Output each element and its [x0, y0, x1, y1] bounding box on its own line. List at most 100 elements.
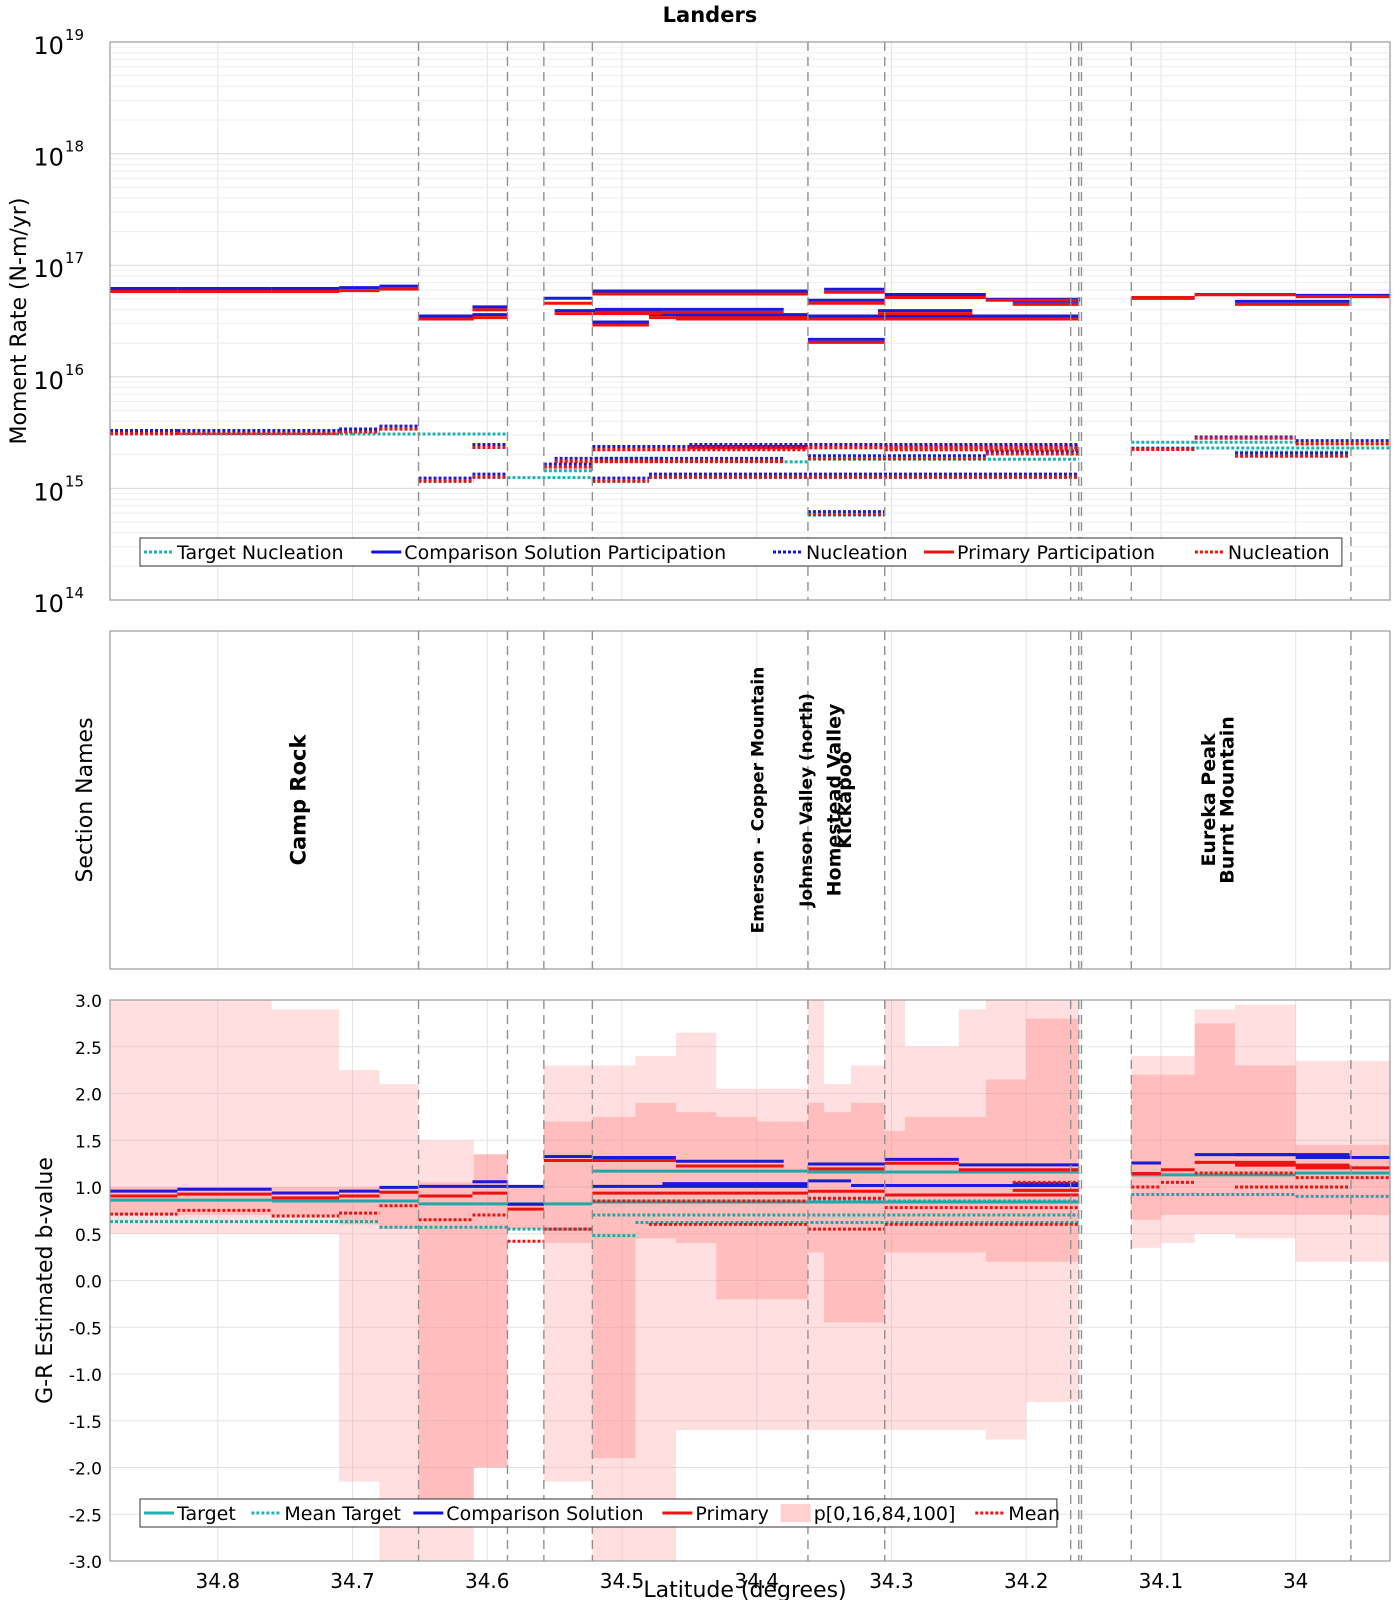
- x-tick-label: 34.1: [1139, 1569, 1184, 1593]
- series-primary-nucleation: [110, 427, 1390, 517]
- band-outer: [379, 1084, 419, 1561]
- band-inner: [339, 1187, 380, 1225]
- band-outer: [756, 1088, 808, 1431]
- x-tick-label: 34.6: [465, 1569, 510, 1593]
- legend-label: Primary: [695, 1503, 768, 1525]
- y-tick-label: 2.0: [75, 1086, 102, 1106]
- x-axis-label: Latitude (degrees): [643, 1578, 846, 1600]
- y-tick-label: 1017: [33, 249, 84, 283]
- band-inner: [1194, 1023, 1236, 1216]
- band-inner: [592, 1116, 636, 1459]
- band-outer: [635, 1056, 676, 1561]
- band-inner: [543, 1121, 593, 1244]
- y-tick-label: 1019: [33, 26, 84, 60]
- band-outer: [904, 1046, 959, 1431]
- panel-moment-rate: 1014 1015 1016 1017 1018 1019 Moment Rate (N-m…: [7, 26, 1391, 618]
- panel-frame: [109, 999, 1391, 1562]
- series-mean-target: [110, 1192, 1390, 1238]
- band-outer: [807, 1000, 825, 1431]
- y-tick-label: -0.5: [69, 1319, 102, 1339]
- band-outer: [958, 1009, 986, 1431]
- legend-label: Mean: [1008, 1503, 1060, 1525]
- y-tick-label: -2.0: [69, 1460, 102, 1480]
- band-outer: [716, 1088, 757, 1431]
- series-mean: [110, 1171, 1390, 1243]
- y-tick-label: -2.5: [69, 1506, 102, 1526]
- section-name: Emerson - Copper Mountain: [748, 667, 768, 934]
- panel-frame: [109, 41, 1391, 601]
- y-tick-label: 1016: [33, 361, 84, 395]
- x-tick-label: 34.4: [734, 1569, 779, 1593]
- band-outer: [592, 1065, 636, 1561]
- band-inner: [1160, 1074, 1195, 1216]
- legend-label: Primary Participation: [957, 542, 1155, 564]
- legend-label: Comparison Solution Participation: [404, 542, 726, 564]
- section-name: Kickapoo: [834, 751, 856, 849]
- panel-frame: [109, 630, 1391, 970]
- legend-label: Mean Target: [284, 1503, 401, 1525]
- legend-label: Nucleation: [806, 542, 908, 564]
- band-outer: [418, 1140, 474, 1561]
- y-tick-label: 0.5: [75, 1226, 102, 1246]
- panel-b-value: 3.0 2.5 2.0 1.5 1.0 0.5 0.0 -0.5 -1.0 -1.5 -2.0 -2.…: [33, 992, 1391, 1593]
- plot-area-moment-rate: [110, 284, 1390, 517]
- band-outer: [1295, 1060, 1390, 1262]
- x-tick-label: 34.2: [1004, 1569, 1049, 1593]
- legend-label: Target: [176, 1503, 236, 1525]
- band-inner: [379, 1187, 419, 1230]
- y-axis-label: Moment Rate (N-m/yr): [7, 198, 32, 445]
- section-name: Johnson Valley (north): [797, 693, 817, 908]
- band-outer: [1194, 1009, 1236, 1234]
- band-inner: [756, 1121, 808, 1300]
- y-tick-label: 3.0: [75, 992, 102, 1012]
- x-tick-label: 34.7: [330, 1569, 375, 1593]
- x-tick-label: 34.5: [600, 1569, 645, 1593]
- band-outer: [543, 1065, 593, 1482]
- section-name: Camp Rock: [286, 734, 310, 866]
- band-inner: [473, 1154, 508, 1468]
- band-outer: [339, 1070, 380, 1482]
- panels: 1014 1015 1016 1017 1018 1019 Moment Rate (N-m…: [7, 26, 1391, 1593]
- legend-label: Nucleation: [1228, 542, 1330, 564]
- section-name: Burnt Mountain: [1217, 716, 1239, 884]
- plot-area-b-value: [110, 1000, 1390, 1561]
- chart-title: Landers: [663, 3, 758, 27]
- x-tick-label: 34.3: [869, 1569, 914, 1593]
- y-tick-label: -3.0: [69, 1553, 102, 1573]
- band-inner: [824, 1112, 852, 1323]
- y-tick-label: 0.0: [75, 1273, 102, 1293]
- y-tick-label: -1.5: [69, 1413, 102, 1433]
- series-primary-participation: [110, 287, 1390, 344]
- band-outer: [675, 1032, 717, 1431]
- band-outer: [851, 1065, 885, 1431]
- series-comparison-solution: [110, 1153, 1390, 1206]
- y-tick-label: 2.5: [75, 1039, 102, 1059]
- y-axis-label: G-R Estimated b-value: [33, 1157, 58, 1404]
- section-name: Eureka Peak: [1198, 733, 1220, 866]
- band-outer: [1160, 1056, 1195, 1244]
- legend-label: Comparison Solution: [446, 1503, 643, 1525]
- band-outer: [1131, 1056, 1161, 1248]
- x-tick-label: 34.8: [196, 1569, 241, 1593]
- legend-swatch: [780, 1504, 811, 1522]
- band-inner: [1235, 1065, 1296, 1216]
- band-outer: [985, 1000, 1027, 1440]
- legend-box: [139, 1498, 1058, 1528]
- band-outer: [473, 1154, 508, 1468]
- y-tick-label: 1015: [33, 472, 84, 506]
- legend-label: Target Nucleation: [176, 542, 344, 564]
- y-tick-label: 1.0: [75, 1179, 102, 1199]
- band-inner: [418, 1182, 474, 1501]
- x-tick-label: 34: [1283, 1569, 1308, 1593]
- band-inner: [851, 1102, 885, 1323]
- band-inner: [1131, 1074, 1161, 1220]
- y-axis-label: Section Names: [73, 717, 98, 882]
- band-inner: [884, 1130, 905, 1253]
- y-tick-label: 1014: [33, 584, 84, 618]
- y-tick-label: 1018: [33, 138, 84, 172]
- legend-box: [139, 537, 1343, 567]
- legend-label: p[0,16,84,100]: [814, 1503, 956, 1525]
- panel-section-names: Camp Rock Emerson - Copper Mountain Johnso…: [73, 630, 1391, 970]
- band-outer: [1235, 1004, 1296, 1239]
